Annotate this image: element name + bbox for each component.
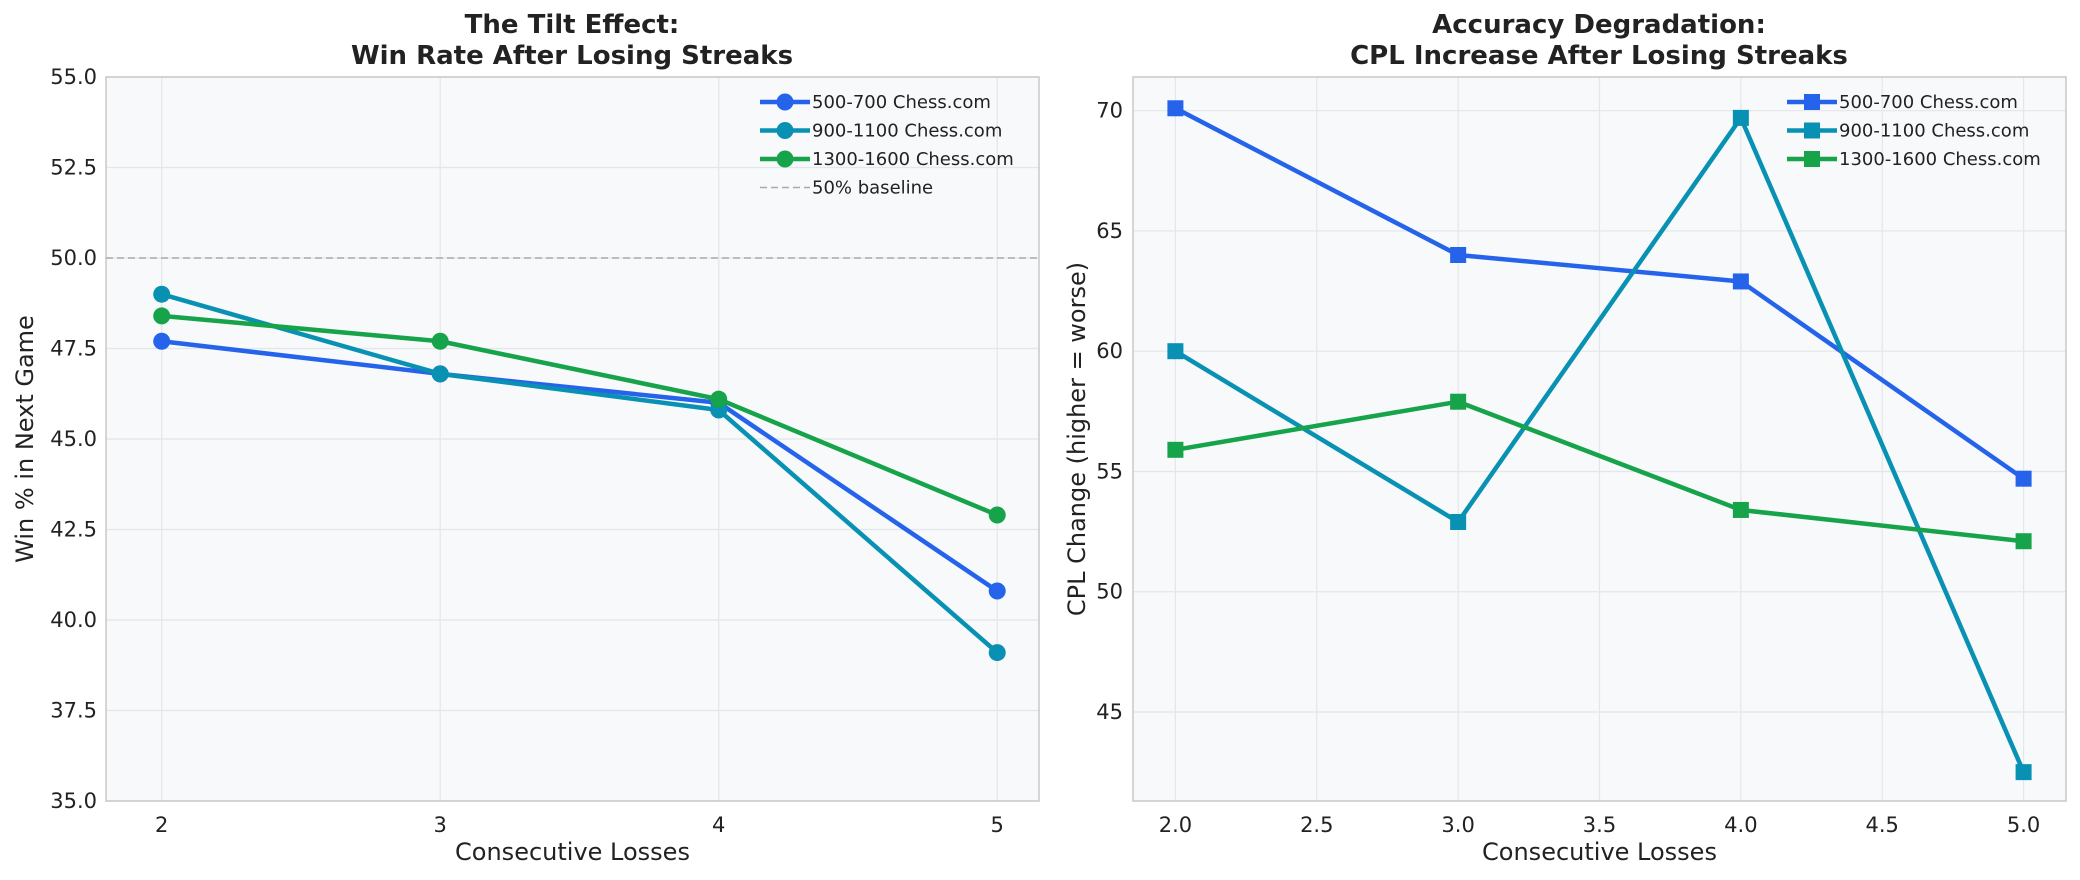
data-point — [1732, 109, 1749, 126]
y-tick-label: 55 — [1096, 459, 1123, 483]
y-axis-label: CPL Change (higher = worse) — [1063, 262, 1091, 616]
legend-entry: 500-700 Chess.com — [812, 92, 991, 113]
data-point — [988, 506, 1006, 524]
x-tick-label: 4.5 — [1866, 813, 1899, 837]
x-tick-label: 2 — [155, 813, 168, 837]
data-point — [1732, 273, 1749, 290]
data-point — [1732, 501, 1749, 518]
data-point — [1167, 343, 1184, 360]
x-tick-label: 5 — [991, 813, 1004, 837]
chart-title: The Tilt Effect: — [465, 10, 680, 40]
chart-subtitle: Win Rate After Losing Streaks — [351, 41, 793, 71]
legend: 500-700 Chess.com 900-1100 Chess.com 1300-… — [760, 92, 1014, 199]
data-point — [153, 332, 171, 350]
right-chart: 45 50 55 60 65 70 2.0 2.5 3.0 3.5 4.0 4.5 5.0 Accurac… — [1063, 10, 2067, 866]
legend-marker — [776, 122, 794, 139]
y-tick-label: 55.0 — [50, 65, 97, 89]
y-tick-label: 40.0 — [50, 608, 97, 632]
y-tick-label: 50 — [1096, 580, 1123, 604]
series-line-0 — [161, 339, 999, 593]
series-line-1 — [1174, 115, 2026, 774]
series-line-2 — [1175, 399, 2024, 544]
y-tick-label: 52.5 — [50, 156, 97, 180]
legend-entry: 1300-1600 Chess.com — [1839, 149, 2041, 170]
x-axis-label: Consecutive Losses — [1482, 838, 1717, 866]
data-point — [988, 644, 1006, 662]
data-point — [710, 390, 728, 408]
legend: 500-700 Chess.com 900-1100 Chess.com 1300-… — [1787, 92, 2041, 170]
legend-entry: 900-1100 Chess.com — [1839, 121, 2029, 142]
series-line-1 — [161, 292, 999, 655]
series-line-2 — [161, 313, 999, 518]
data-point — [1450, 393, 1467, 410]
y-tick-label: 60 — [1096, 339, 1123, 363]
data-point — [1450, 513, 1467, 530]
legend-marker — [776, 150, 794, 168]
y-tick-label: 45.0 — [50, 427, 97, 451]
legend-marker — [1804, 122, 1820, 139]
data-point — [988, 582, 1006, 600]
data-point — [153, 285, 171, 303]
left-chart: 35.0 37.5 40.0 42.5 45.0 47.5 50.0 52.5 55.0 2 3 4 5… — [11, 10, 1040, 866]
y-tick-label: 37.5 — [50, 699, 97, 723]
y-tick-label: 50.0 — [50, 246, 97, 270]
data-point — [1167, 441, 1184, 458]
data-point — [2015, 764, 2032, 781]
x-tick-label: 4 — [712, 813, 725, 837]
x-tick-label: 3.0 — [1441, 813, 1474, 837]
legend-marker — [1804, 151, 1820, 167]
x-tick-label: 2.0 — [1159, 813, 1192, 837]
y-tick-label: 70 — [1096, 99, 1123, 123]
x-tick-label: 5.0 — [2007, 813, 2040, 837]
plot-frame — [105, 76, 1040, 802]
data-point — [431, 365, 449, 383]
legend-marker — [776, 93, 794, 111]
y-tick-label: 35.0 — [50, 789, 97, 813]
series-line-0 — [1174, 106, 2025, 481]
data-point — [153, 307, 171, 325]
x-axis-label: Consecutive Losses — [455, 838, 690, 866]
y-tick-label: 42.5 — [50, 518, 97, 542]
x-tick-label: 3.5 — [1583, 813, 1616, 837]
x-tick-label: 4.0 — [1724, 813, 1757, 837]
y-axis-label: Win % in Next Game — [11, 315, 39, 563]
data-point — [2015, 533, 2032, 550]
y-tick-label: 65 — [1096, 219, 1123, 243]
y-tick-label: 47.5 — [50, 337, 97, 361]
data-point — [1167, 100, 1184, 117]
legend-entry: 50% baseline — [812, 178, 933, 199]
legend-entry: 1300-1600 Chess.com — [812, 149, 1014, 170]
chart-subtitle: CPL Increase After Losing Streaks — [1350, 41, 1848, 71]
x-tick-label: 3 — [434, 813, 447, 837]
plot-frame — [1132, 76, 2067, 802]
data-point — [1450, 246, 1467, 263]
legend-marker — [1804, 94, 1820, 110]
legend-entry: 500-700 Chess.com — [1839, 92, 2018, 113]
y-tick-label: 45 — [1096, 700, 1123, 724]
data-point — [2015, 470, 2032, 487]
x-tick-label: 2.5 — [1300, 813, 1333, 837]
data-point — [431, 332, 449, 350]
legend-entry: 900-1100 Chess.com — [812, 121, 1002, 142]
chart-title: Accuracy Degradation: — [1432, 10, 1766, 40]
